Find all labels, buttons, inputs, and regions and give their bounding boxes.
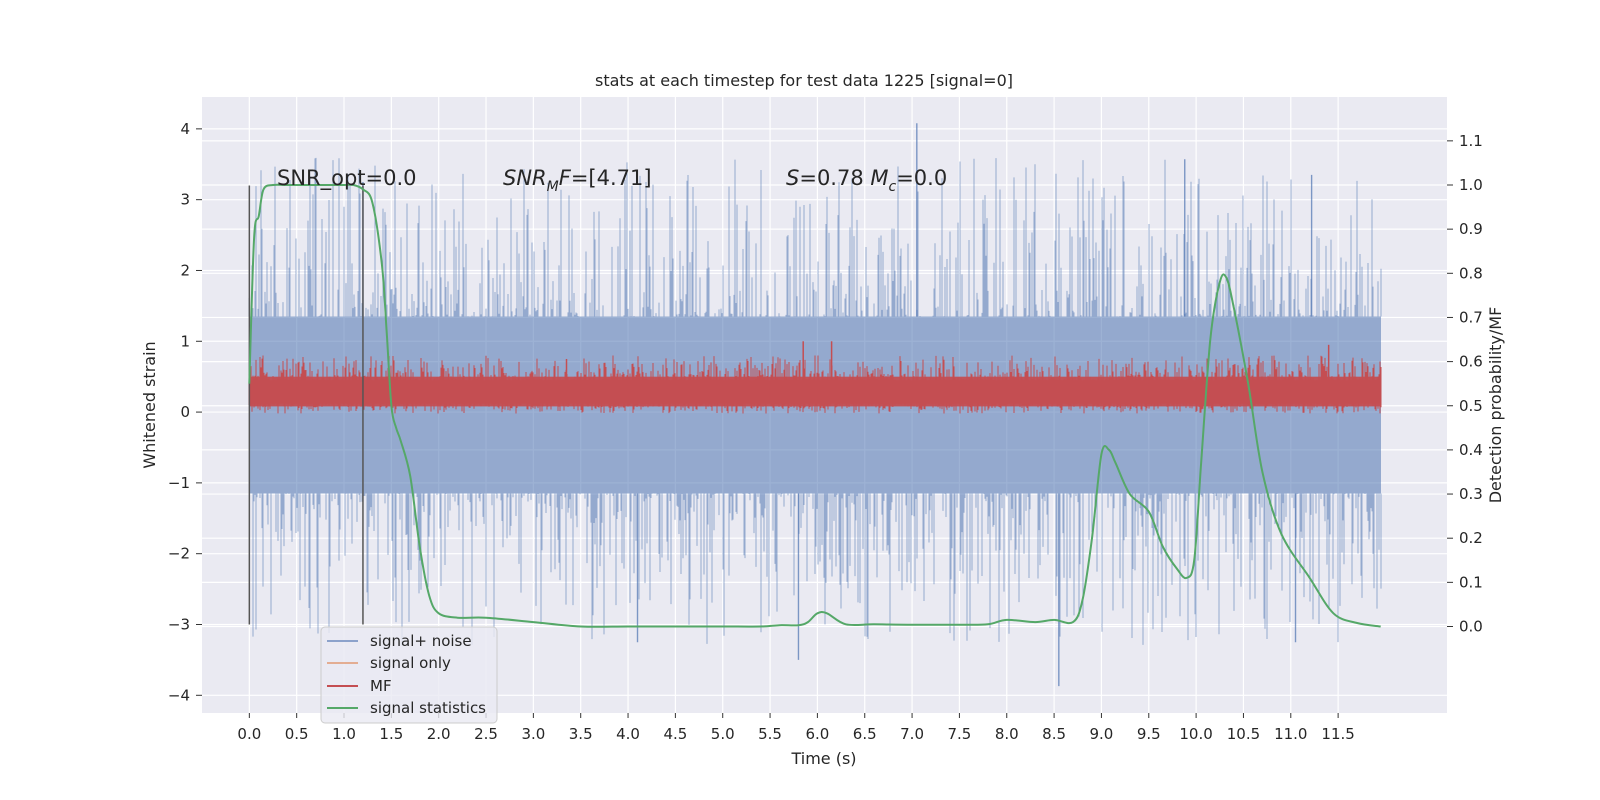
y2-tick-label: 0.6 [1459, 353, 1483, 371]
annotations: SNR_opt=0.0 SNRMF=[4.71] S=0.78 Mc=0.0 [277, 166, 947, 195]
x-tick-label: 11.0 [1274, 725, 1307, 743]
x-tick-label: 8.5 [1042, 725, 1066, 743]
legend-label-mf: MF [370, 677, 392, 695]
y2-tick-label: 0.7 [1459, 308, 1483, 326]
annotation-snr-opt: SNR_opt=0.0 [277, 166, 417, 191]
y2-tick-label: 0.5 [1459, 397, 1483, 415]
y2-tick-label: 0.9 [1459, 220, 1483, 238]
x-tick-label: 0.5 [285, 725, 309, 743]
x-tick-label: 5.5 [758, 725, 782, 743]
legend-item-signal-noise: signal+ noise [327, 632, 472, 650]
x-tick-label: 2.5 [474, 725, 498, 743]
x-tick-label: 1.0 [332, 725, 356, 743]
x-tick-label: 9.0 [1090, 725, 1114, 743]
x-tick-label: 10.0 [1179, 725, 1212, 743]
y2-tick-label: 0.0 [1459, 618, 1483, 636]
legend-label-signal-statistics: signal statistics [370, 699, 486, 717]
y2-tick-label: 0.8 [1459, 264, 1483, 282]
legend-box [320, 626, 498, 724]
legend: signal+ noise signal only MF signal stat… [320, 626, 498, 724]
x-tick-label: 1.5 [379, 725, 403, 743]
y-axis-left-ticks: 4 3 2 1 0 −1 −2 −3 −4 [168, 120, 202, 704]
legend-item-signal-statistics: signal statistics [327, 699, 486, 717]
y-axis-right-ticks: 1.1 1.0 0.9 0.8 0.7 0.6 0.5 0.4 0.3 0.2 0.1 0.0 [1447, 132, 1483, 636]
x-tick-label: 7.5 [947, 725, 971, 743]
legend-label-signal-only: signal only [370, 654, 451, 672]
x-tick-label: 7.0 [900, 725, 924, 743]
series-mf [248, 341, 1382, 414]
chart-title: stats at each timestep for test data 122… [595, 71, 1013, 90]
y-tick-label: 0 [180, 403, 190, 421]
y2-tick-label: 0.3 [1459, 485, 1483, 503]
x-tick-label: 2.0 [427, 725, 451, 743]
legend-item-mf: MF [327, 677, 392, 695]
y-tick-label: 1 [180, 332, 190, 350]
vertical-markers [248, 185, 364, 625]
y2-tick-label: 0.1 [1459, 573, 1483, 591]
x-tick-label: 8.0 [995, 725, 1019, 743]
y2-tick-label: 1.0 [1459, 176, 1483, 194]
x-tick-label: 3.5 [569, 725, 593, 743]
y-axis-left-label: Whitened strain [140, 341, 159, 468]
y2-tick-label: 0.2 [1459, 529, 1483, 547]
y-tick-label: −1 [168, 474, 190, 492]
x-tick-label: 4.5 [663, 725, 687, 743]
x-tick-label: 0.0 [237, 725, 261, 743]
annotation-s-mc: S=0.78 Mc=0.0 [786, 166, 947, 195]
x-tick-label: 6.5 [853, 725, 877, 743]
y2-tick-label: 1.1 [1459, 132, 1483, 150]
x-tick-label: 4.0 [616, 725, 640, 743]
x-tick-label: 3.0 [521, 725, 545, 743]
x-axis-ticks: 0.0 0.5 1.0 1.5 2.0 2.5 3.0 3.5 4.0 4.5 5.0 5.5 6.0 6… [237, 713, 1355, 743]
x-axis-label: Time (s) [790, 749, 856, 768]
x-tick-label: 10.5 [1227, 725, 1260, 743]
y-tick-label: 2 [180, 261, 190, 279]
x-tick-label: 5.0 [711, 725, 735, 743]
y-tick-label: 4 [180, 120, 190, 138]
y2-tick-label: 0.4 [1459, 441, 1483, 459]
x-tick-label: 6.0 [805, 725, 829, 743]
y-axis-right-label: Detection probability/MF [1486, 307, 1505, 504]
legend-label-signal-noise: signal+ noise [370, 632, 472, 650]
y-tick-label: −3 [168, 615, 190, 633]
signal-statistics-line [248, 183, 1381, 628]
plot-area [202, 97, 1447, 713]
y-tick-label: −4 [168, 686, 190, 704]
series-signal-statistics [248, 183, 1381, 628]
y-tick-label: −2 [168, 545, 190, 563]
x-tick-label: 11.5 [1321, 725, 1354, 743]
x-tick-label: 9.5 [1137, 725, 1161, 743]
legend-item-signal-only: signal only [327, 654, 451, 672]
y-tick-label: 3 [180, 191, 190, 209]
annotation-snr-mf: SNRMF=[4.71] [503, 166, 652, 195]
